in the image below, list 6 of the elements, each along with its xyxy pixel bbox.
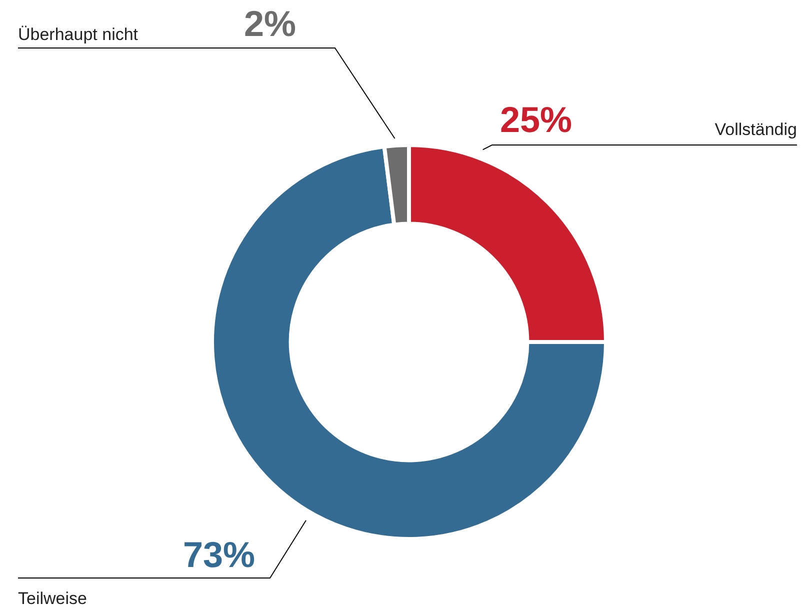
slice-label: Vollständig (714, 120, 797, 139)
slice-label: Überhaupt nicht (18, 25, 138, 44)
data-label: 73% (182, 534, 255, 575)
slice-label: Teilweise (18, 589, 87, 608)
data-label: 25% (500, 99, 572, 140)
data-label: 2% (244, 3, 296, 44)
